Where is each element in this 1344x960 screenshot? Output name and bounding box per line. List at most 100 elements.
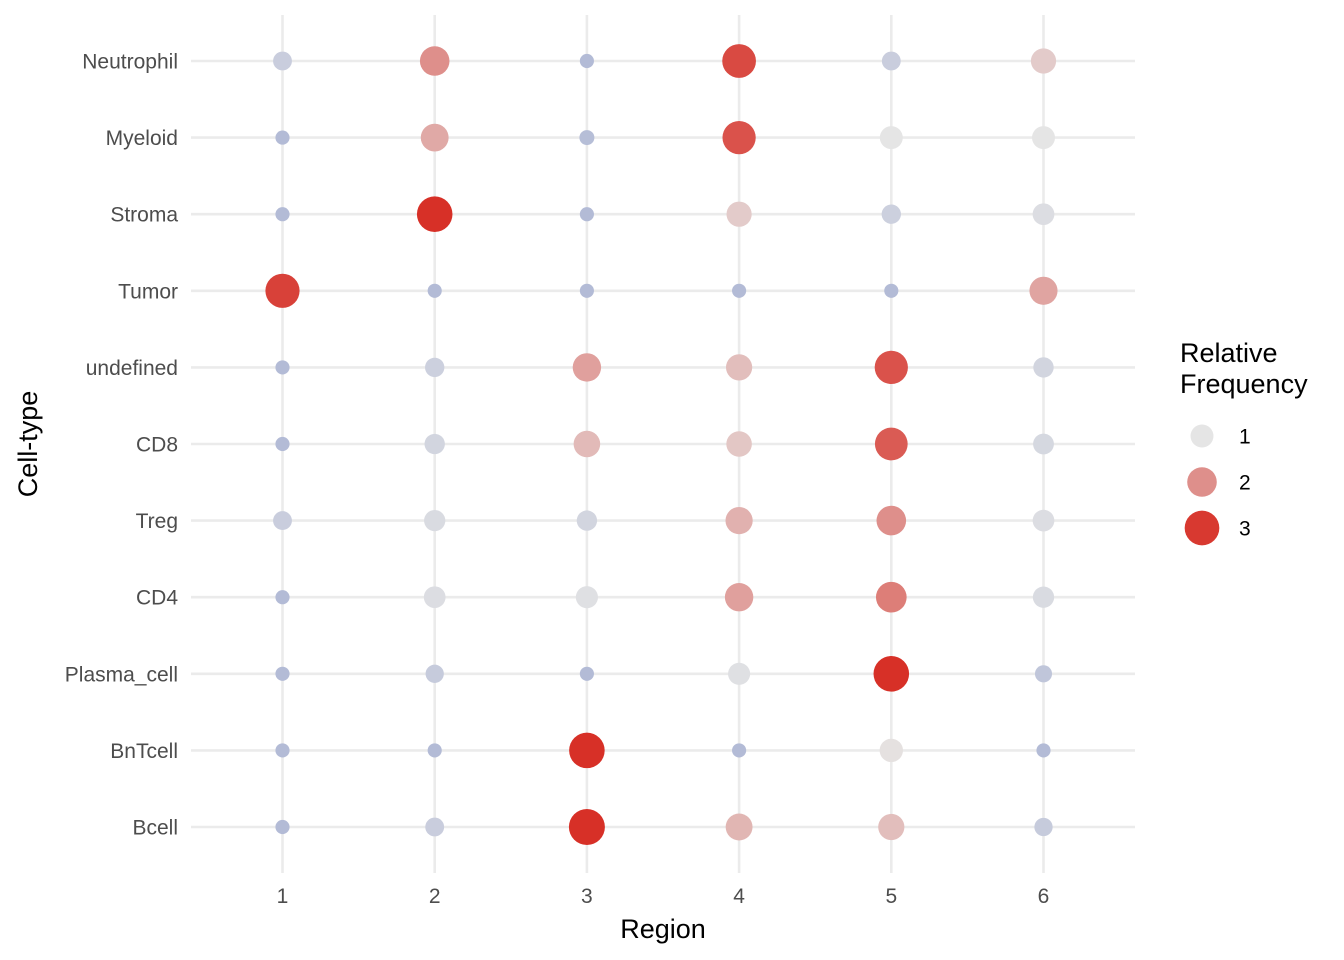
dot-myeloid-region-4 — [722, 120, 756, 155]
dot-cd8-region-6 — [1033, 433, 1054, 455]
dot-bntcell-region-6 — [1036, 743, 1051, 758]
y-tick-labels: Neutrophil Myeloid Stroma Tumor undefined CD8… — [65, 51, 179, 840]
dot-bcell-region-3 — [568, 809, 605, 845]
dot-cd8-region-4 — [726, 431, 752, 457]
dot-myeloid-region-5 — [879, 126, 903, 150]
legend: Relative Frequency 1 2 3 — [1180, 338, 1308, 546]
x-tick-label-6: 6 — [1038, 885, 1050, 908]
dot-tumor-region-1 — [265, 273, 300, 308]
legend-key-3 — [1184, 510, 1220, 546]
legend-title-line-2: Frequency — [1180, 369, 1308, 399]
dot-cd4-region-3 — [575, 586, 598, 609]
dot-treg-region-6 — [1032, 509, 1055, 532]
dot-neutrophil-region-3 — [579, 53, 594, 69]
y-tick-label-bcell: Bcell — [132, 817, 178, 840]
grid-layer — [191, 15, 1135, 873]
dot-cd4-region-6 — [1032, 586, 1055, 608]
legend-key-1 — [1190, 424, 1214, 448]
dot-plasma-cell-region-2 — [425, 664, 444, 683]
legend-label-1: 1 — [1239, 426, 1251, 449]
dot-undefined-region-4 — [725, 354, 753, 381]
dot-plasma-cell-region-1 — [275, 666, 290, 681]
dot-stroma-region-5 — [881, 204, 901, 224]
dot-bcell-region-5 — [878, 813, 905, 841]
dot-cd8-region-2 — [424, 433, 445, 455]
dot-undefined-region-1 — [275, 360, 290, 375]
legend-entries: 1 2 3 — [1184, 424, 1251, 546]
legend-label-3: 3 — [1239, 518, 1251, 541]
dot-neutrophil-region-5 — [881, 51, 901, 71]
dot-myeloid-region-1 — [275, 130, 290, 145]
dot-treg-region-3 — [576, 510, 598, 531]
x-tick-labels: 1 2 3 4 5 6 — [277, 885, 1050, 908]
dot-bntcell-region-4 — [732, 743, 747, 758]
dot-cd8-region-3 — [573, 430, 601, 458]
dot-bcell-region-4 — [725, 813, 753, 841]
dot-tumor-region-4 — [732, 283, 747, 298]
dot-bntcell-region-1 — [275, 743, 290, 758]
x-tick-label-4: 4 — [733, 885, 745, 908]
x-tick-label-2: 2 — [429, 885, 441, 908]
dot-treg-region-1 — [273, 511, 292, 531]
x-tick-label-3: 3 — [581, 885, 593, 908]
y-axis-title: Cell-type — [13, 391, 43, 498]
dot-myeloid-region-3 — [579, 130, 595, 146]
dot-stroma-region-1 — [275, 207, 290, 222]
dot-bntcell-region-2 — [427, 743, 442, 758]
dot-myeloid-region-6 — [1032, 126, 1055, 150]
dot-undefined-region-2 — [425, 357, 445, 378]
x-tick-label-5: 5 — [885, 885, 897, 908]
dot-cd8-region-5 — [874, 427, 908, 461]
dot-cd4-region-1 — [275, 590, 290, 605]
dot-bcell-region-6 — [1034, 817, 1053, 837]
dot-tumor-region-6 — [1029, 276, 1058, 305]
dot-undefined-region-6 — [1033, 357, 1054, 378]
dot-plasma-cell-region-4 — [728, 662, 751, 685]
y-tick-label-cd4: CD4 — [136, 587, 178, 610]
dot-bcell-region-1 — [275, 819, 290, 835]
legend-title-line-1: Relative — [1180, 338, 1278, 368]
dot-neutrophil-region-6 — [1030, 48, 1057, 74]
y-tick-label-myeloid: Myeloid — [106, 127, 178, 150]
dot-bntcell-region-3 — [569, 732, 605, 769]
dot-tumor-region-5 — [884, 283, 899, 298]
y-tick-label-stroma: Stroma — [110, 204, 178, 227]
dot-neutrophil-region-1 — [273, 51, 292, 71]
x-tick-label-1: 1 — [277, 885, 289, 908]
dot-myeloid-region-2 — [420, 123, 449, 152]
dot-undefined-region-3 — [572, 353, 602, 382]
dot-tumor-region-3 — [579, 283, 594, 298]
legend-key-2 — [1187, 467, 1217, 497]
dot-cd8-region-1 — [275, 436, 290, 452]
dot-plasma-cell-region-5 — [873, 656, 910, 692]
y-tick-label-plasma-cell: Plasma_cell — [65, 663, 178, 686]
dot-neutrophil-region-4 — [722, 44, 756, 78]
y-tick-label-cd8: CD8 — [136, 434, 178, 457]
y-tick-label-neutrophil: Neutrophil — [82, 51, 178, 74]
dot-neutrophil-region-2 — [419, 46, 450, 76]
dot-undefined-region-5 — [874, 350, 908, 385]
y-tick-label-bntcell: BnTcell — [110, 740, 178, 763]
dot-treg-region-2 — [424, 509, 446, 532]
dot-cd4-region-5 — [875, 581, 907, 613]
dot-plasma-cell-region-6 — [1034, 665, 1053, 683]
dot-cd4-region-4 — [724, 582, 754, 612]
dot-bntcell-region-5 — [879, 738, 903, 763]
dot-tumor-region-2 — [427, 283, 442, 298]
dot-treg-region-5 — [876, 505, 907, 536]
dot-layer — [265, 44, 1058, 845]
y-tick-label-treg: Treg — [136, 510, 178, 533]
y-tick-label-undefined: undefined — [86, 357, 178, 380]
dot-treg-region-4 — [725, 506, 753, 535]
dot-bcell-region-2 — [425, 817, 445, 837]
dot-plasma-cell-region-3 — [579, 666, 594, 681]
y-tick-label-tumor: Tumor — [118, 280, 178, 303]
dot-stroma-region-4 — [726, 201, 752, 227]
dot-stroma-region-3 — [579, 207, 594, 222]
dot-stroma-region-6 — [1032, 203, 1055, 226]
legend-label-2: 2 — [1239, 472, 1251, 495]
dot-cd4-region-2 — [423, 586, 446, 609]
x-axis-title: Region — [620, 914, 706, 944]
